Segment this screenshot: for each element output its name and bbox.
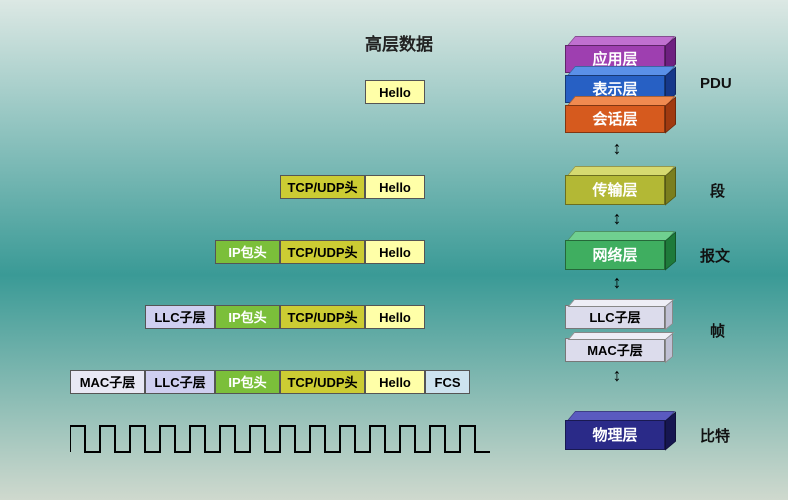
seg-ip-r4: IP包头 xyxy=(215,305,280,329)
pdu-top: PDU xyxy=(700,75,732,92)
seg-mac-r5: MAC子层 xyxy=(70,370,145,394)
pdu-frame: 帧 xyxy=(710,320,725,341)
block-llc-label: LLC子层 xyxy=(589,310,640,325)
block-phys-label: 物理层 xyxy=(565,420,665,450)
seg-llc-r5: LLC子层 xyxy=(145,370,215,394)
seg-tcp-r4: TCP/UDP头 xyxy=(280,305,365,329)
block-sess-label: 会话层 xyxy=(565,105,665,133)
block-llc: LLC子层 xyxy=(565,305,665,329)
arrow-4: ↕ xyxy=(607,365,627,386)
seg-hello-r4: Hello xyxy=(365,305,425,329)
pdu-pkt: 报文 xyxy=(700,245,730,266)
title-top: 高层数据 xyxy=(365,30,433,55)
seg-hello-r5: Hello xyxy=(365,370,425,394)
seg-tcp-r2: TCP/UDP头 xyxy=(280,175,365,199)
arrow-1: ↕ xyxy=(607,138,627,159)
block-trans-label: 传输层 xyxy=(565,175,665,205)
seg-ip-r3: IP包头 xyxy=(215,240,280,264)
arrow-3: ↕ xyxy=(607,272,627,293)
seg-llc-r4: LLC子层 xyxy=(145,305,215,329)
block-mac: MAC子层 xyxy=(565,338,665,362)
block-mac-label: MAC子层 xyxy=(587,343,643,358)
seg-tcp-r3: TCP/UDP头 xyxy=(280,240,365,264)
seg-ip-r5: IP包头 xyxy=(215,370,280,394)
seg-tcp-r5: TCP/UDP头 xyxy=(280,370,365,394)
seg-hello-r2: Hello xyxy=(365,175,425,199)
pdu-bit: 比特 xyxy=(700,425,730,446)
pdu-seg: 段 xyxy=(710,180,725,201)
seg-hello-r1: Hello xyxy=(365,80,425,104)
seg-hello-r3: Hello xyxy=(365,240,425,264)
arrow-2: ↕ xyxy=(607,208,627,229)
seg-fcs-r5: FCS xyxy=(425,370,470,394)
block-net-label: 网络层 xyxy=(565,240,665,270)
square-wave xyxy=(70,420,500,460)
